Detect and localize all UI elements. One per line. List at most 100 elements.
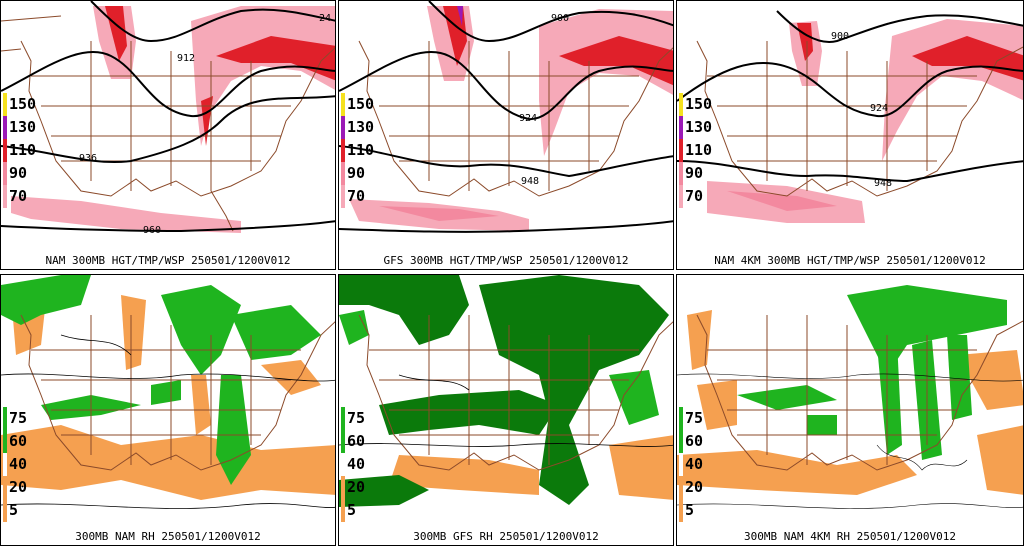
- wind-map-nam4km: 900 924 948: [677, 10, 1023, 223]
- contour-label: 924: [519, 113, 537, 124]
- legend-swatch: [3, 93, 7, 116]
- rh-legend: 75 60 40 20 5: [341, 407, 365, 522]
- legend-label: 150: [347, 95, 375, 113]
- legend-label: 90: [347, 164, 366, 182]
- legend-row: 20: [679, 476, 703, 499]
- wind-map-gfs: 900 924 948: [339, 1, 673, 233]
- legend-label: 5: [685, 501, 695, 519]
- legend-row: 110: [3, 139, 36, 162]
- legend-row: 90: [341, 162, 374, 185]
- legend-row: 60: [341, 430, 365, 453]
- legend-swatch: [341, 116, 345, 139]
- legend-row: 150: [341, 93, 374, 116]
- legend-row: 75: [679, 407, 703, 430]
- panel-caption: 300MB NAM 4KM RH 250501/1200V012: [744, 530, 956, 543]
- legend-label: 130: [347, 118, 375, 136]
- legend-swatch: [3, 116, 7, 139]
- legend-label: 110: [685, 141, 713, 159]
- rh-contours: [677, 373, 1023, 509]
- legend-label: 5: [347, 501, 357, 519]
- contour-label: 960: [143, 225, 161, 236]
- legend-swatch: [679, 453, 683, 476]
- legend-row: 60: [3, 430, 27, 453]
- jet-core-ne: [216, 36, 335, 81]
- legend-swatch: [3, 499, 7, 522]
- contour-label: 900: [551, 13, 569, 24]
- legend-row: 90: [679, 162, 712, 185]
- legend-label: 60: [347, 432, 366, 450]
- rh-map-nam: [1, 275, 335, 509]
- legend-label: 75: [9, 409, 28, 427]
- legend-swatch: [679, 499, 683, 522]
- legend-label: 60: [9, 432, 28, 450]
- legend-row: 60: [679, 430, 703, 453]
- contour-label: 948: [521, 176, 539, 187]
- legend-row: 90: [3, 162, 36, 185]
- panel-caption: GFS 300MB HGT/TMP/WSP 250501/1200V012: [383, 254, 629, 267]
- legend-swatch: [679, 162, 683, 185]
- panel-nam-300mb-wind: 24 912 936 960 150 130 110 90 70 NAM 300…: [0, 0, 336, 270]
- contour-label: 912: [177, 53, 195, 64]
- legend-swatch: [679, 430, 683, 453]
- legend-row: 5: [341, 499, 365, 522]
- legend-label: 90: [9, 164, 28, 182]
- panel-nam4km-300mb-wind: 900 924 948 150 130 110 90 70 NAM 4KM 30…: [676, 0, 1024, 270]
- height-contours: [339, 1, 673, 233]
- panel-caption: NAM 300MB HGT/TMP/WSP 250501/1200V012: [45, 254, 291, 267]
- legend-label: 130: [685, 118, 713, 136]
- legend-label: 75: [347, 409, 366, 427]
- legend-swatch: [679, 185, 683, 208]
- contour-label: 924: [870, 103, 888, 114]
- legend-swatch: [679, 93, 683, 116]
- coastlines: [20, 314, 335, 471]
- panel-caption: 300MB NAM RH 250501/1200V012: [75, 530, 261, 543]
- legend-row: 130: [679, 116, 712, 139]
- legend-label: 110: [347, 141, 375, 159]
- dry-areas: [677, 310, 1023, 495]
- legend-label: 90: [685, 164, 704, 182]
- jet-streak-south: [11, 196, 241, 233]
- legend-label: 20: [347, 478, 366, 496]
- moist-areas: [339, 310, 659, 425]
- legend-row: 110: [679, 139, 712, 162]
- legend-swatch: [3, 476, 7, 499]
- legend-row: 75: [341, 407, 365, 430]
- jet-core-central: [201, 96, 213, 146]
- legend-row: 70: [3, 185, 36, 208]
- legend-label: 40: [685, 455, 704, 473]
- height-contours: [1, 1, 335, 233]
- height-contours: [677, 10, 1023, 183]
- jet-max-nw: [457, 6, 463, 26]
- legend-label: 75: [685, 409, 704, 427]
- legend-swatch: [3, 139, 7, 162]
- jet-core-south: [379, 206, 499, 221]
- legend-row: 150: [3, 93, 36, 116]
- coastlines: [696, 314, 1023, 471]
- legend-row: 130: [3, 116, 36, 139]
- legend-label: 110: [9, 141, 37, 159]
- legend-label: 5: [9, 501, 19, 519]
- legend-row: 20: [341, 476, 365, 499]
- legend-swatch: [341, 185, 345, 208]
- legend-row: 70: [679, 185, 712, 208]
- jet-core-ne: [912, 36, 1023, 81]
- legend-row: 20: [3, 476, 27, 499]
- legend-row: 40: [341, 453, 365, 476]
- wind-speed-legend: 150 130 110 90 70: [3, 93, 36, 208]
- jet-streak-ne: [539, 9, 673, 156]
- legend-swatch: [341, 430, 345, 453]
- legend-swatch: [3, 407, 7, 430]
- contour-label: 24: [319, 13, 331, 24]
- panel-caption: 300MB GFS RH 250501/1200V012: [413, 530, 599, 543]
- legend-swatch: [341, 162, 345, 185]
- wind-map-nam: 24 912 936 960: [1, 1, 335, 236]
- legend-label: 40: [347, 455, 366, 473]
- legend-swatch: [341, 139, 345, 162]
- legend-label: 40: [9, 455, 28, 473]
- legend-row: 5: [3, 499, 27, 522]
- legend-label: 70: [685, 187, 704, 205]
- legend-row: 5: [679, 499, 703, 522]
- legend-row: 40: [3, 453, 27, 476]
- legend-label: 20: [9, 478, 28, 496]
- rh-map-nam4km: [677, 285, 1023, 509]
